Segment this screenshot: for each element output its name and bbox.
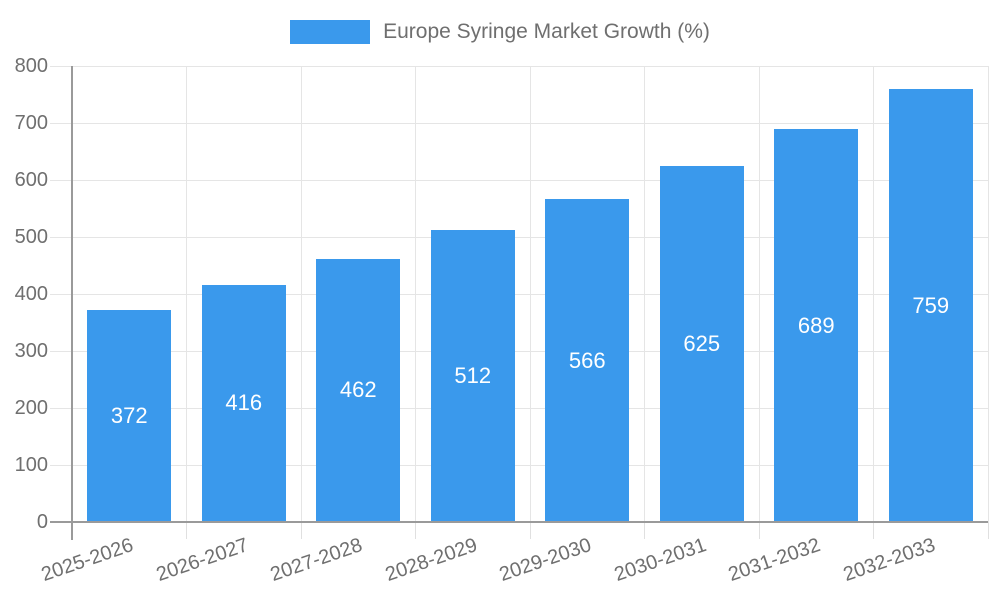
y-gridline <box>50 236 988 238</box>
x-axis-tick <box>987 522 989 539</box>
y-axis-line <box>71 66 73 540</box>
x-gridline <box>644 66 645 522</box>
bar-value-label: 512 <box>454 363 492 389</box>
bar-2028-2029[interactable]: 512 <box>430 230 515 522</box>
x-axis-category-label: 2031-2032 <box>725 534 824 586</box>
bar-2029-2030[interactable]: 566 <box>545 199 630 522</box>
y-gridline <box>50 122 988 124</box>
bar-value-label: 566 <box>568 347 606 373</box>
y-gridline <box>50 293 988 295</box>
y-gridline <box>50 407 988 409</box>
x-axis-category-label: 2029-2030 <box>496 534 595 586</box>
x-axis-tick <box>758 522 760 539</box>
bar-value-label: 462 <box>339 377 377 403</box>
x-gridline <box>987 66 989 522</box>
bar-2025-2026[interactable]: 372 <box>87 309 172 522</box>
x-axis-tick <box>300 522 302 539</box>
bar-2026-2027[interactable]: 416 <box>201 284 286 522</box>
bar-value-label: 625 <box>683 330 721 356</box>
x-axis-category-label: 2028-2029 <box>382 534 480 586</box>
bar-2027-2028[interactable]: 462 <box>316 258 401 522</box>
bar-value-label: 759 <box>912 292 950 318</box>
y-gridline <box>50 350 988 352</box>
x-axis-category-label: 2026-2027 <box>153 534 251 586</box>
y-axis-tick-label: 100 <box>14 454 48 476</box>
x-axis-category-label: 2027-2028 <box>267 534 366 586</box>
x-axis-tick <box>415 522 416 539</box>
x-axis-tick <box>873 522 874 539</box>
x-gridline <box>186 66 187 522</box>
x-gridline <box>300 66 302 522</box>
y-axis-tick-label: 700 <box>14 112 48 134</box>
x-axis-line <box>50 521 988 523</box>
legend-label: Europe Syringe Market Growth (%) <box>383 20 710 43</box>
y-gridline <box>50 464 988 466</box>
bar-value-label: 689 <box>797 312 835 338</box>
legend-item[interactable]: Europe Syringe Market Growth (%) <box>0 20 1000 44</box>
x-axis-category-label: 2025-2026 <box>38 534 137 586</box>
y-axis-tick-label: 800 <box>14 55 48 77</box>
y-axis-tick-label: 200 <box>14 397 48 419</box>
legend-swatch <box>290 20 371 44</box>
y-axis-tick-label: 600 <box>14 169 48 191</box>
bar-2031-2032[interactable]: 689 <box>774 129 859 522</box>
x-axis-tick <box>186 522 187 539</box>
bar-value-label: 416 <box>225 390 263 416</box>
y-axis-tick-label: 500 <box>14 226 48 248</box>
y-gridline <box>50 179 988 181</box>
y-axis-tick-label: 300 <box>14 340 48 362</box>
bar-2032-2033[interactable]: 759 <box>888 89 973 522</box>
y-gridline <box>50 65 988 67</box>
plot-area: 0 100 200 300 400 500 600 700 800 372 416 462 512 566… <box>15 55 989 586</box>
y-axis-tick-label: 0 <box>36 511 48 533</box>
x-gridline <box>415 66 416 522</box>
y-axis-tick-label: 400 <box>14 283 48 305</box>
bar-2030-2031[interactable]: 625 <box>659 165 744 522</box>
bar-value-label: 372 <box>110 402 148 428</box>
x-axis-tick <box>644 522 645 539</box>
x-gridline <box>873 66 874 522</box>
x-gridline <box>758 66 760 522</box>
x-gridline <box>529 66 531 522</box>
x-axis-tick <box>529 522 531 539</box>
x-axis-category-label: 2030-2031 <box>611 534 709 586</box>
x-axis-category-label: 2032-2033 <box>840 534 938 586</box>
